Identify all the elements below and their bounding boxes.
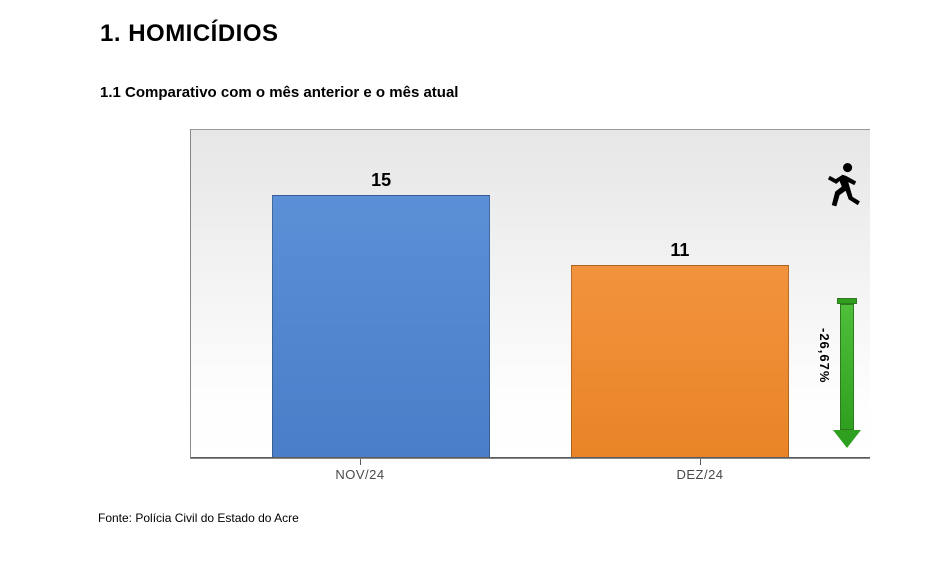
delta-label: -26,67% bbox=[817, 328, 832, 383]
bar-value-label: 15 bbox=[273, 170, 488, 191]
running-person-icon bbox=[814, 160, 866, 217]
x-tick: NOV/24 bbox=[190, 459, 530, 489]
bar-dez24: 11 bbox=[571, 265, 788, 458]
subsection-heading: Comparativo com o mês anterior e o mês a… bbox=[125, 84, 458, 101]
bar-value-label: 11 bbox=[572, 240, 787, 261]
section-title: 1. HOMICÍDIOS bbox=[100, 20, 909, 48]
subsection-number: 1.1 bbox=[100, 84, 121, 101]
section-number: 1. bbox=[100, 20, 121, 47]
subsection-title: 1.1 Comparativo com o mês anterior e o m… bbox=[100, 84, 909, 101]
arrow-head bbox=[833, 430, 861, 448]
chart-container: -26,67% 15 11 NOV/24DEZ/24 bbox=[190, 129, 870, 489]
arrow-body bbox=[840, 304, 854, 430]
source-label: Fonte: Polícia Civil do Estado do Acre bbox=[98, 511, 909, 525]
bar-chart: -26,67% 15 11 bbox=[190, 129, 870, 459]
section-heading: HOMICÍDIOS bbox=[128, 20, 278, 47]
x-tick: DEZ/24 bbox=[530, 459, 870, 489]
x-axis-line bbox=[191, 129, 870, 130]
bar-nov24: 15 bbox=[272, 195, 489, 458]
x-axis: NOV/24DEZ/24 bbox=[190, 459, 870, 489]
plot-area: -26,67% 15 11 bbox=[191, 158, 870, 458]
delta-arrow-down bbox=[832, 298, 862, 448]
